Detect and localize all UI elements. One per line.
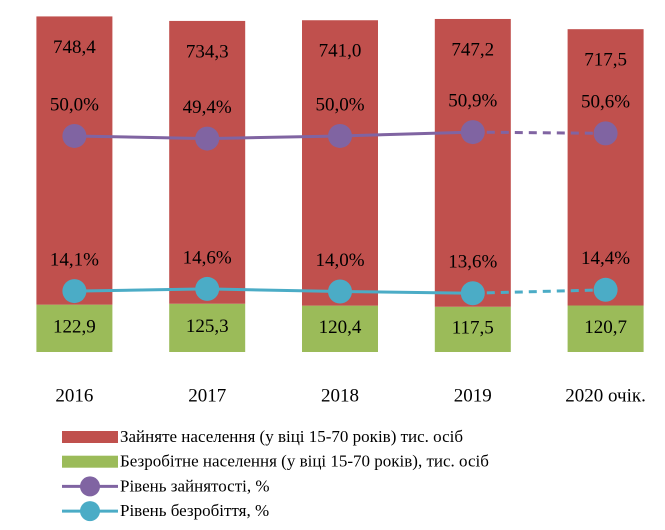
legend-label: Безробітне населення (у віці 15-70 років…	[120, 452, 489, 471]
bar-segment	[434, 306, 511, 352]
line-marker	[328, 279, 352, 304]
line-value-label: 14,4%	[581, 248, 630, 269]
line-marker	[593, 121, 618, 146]
line-value-label: 13,6%	[448, 252, 497, 273]
legend-label: Зайняте населення (у віці 15-70 років) т…	[120, 427, 463, 446]
line-marker	[62, 123, 87, 148]
bar-value-label: 734,3	[186, 41, 229, 62]
line-value-label: 49,4%	[183, 97, 232, 118]
bar-value-label: 122,9	[53, 317, 96, 338]
bar-segment	[36, 304, 113, 352]
bar-segment	[434, 18, 511, 307]
bar-segment	[567, 305, 644, 352]
bar-value-label: 741,0	[319, 41, 362, 62]
bar-value-label: 125,3	[186, 316, 229, 337]
line-value-label: 14,0%	[315, 250, 364, 271]
line-value-label: 50,6%	[581, 92, 630, 113]
x-tick-label: 2018	[321, 385, 359, 406]
legend-label: Рівень зайнятості, %	[120, 476, 270, 495]
legend-marker	[80, 501, 100, 522]
x-tick-label: 2020 очік.	[565, 385, 646, 406]
line-value-label: 14,6%	[183, 247, 232, 268]
line-series	[472, 130, 606, 135]
legend-swatch	[62, 455, 118, 468]
line-series	[74, 130, 473, 141]
x-tick-label: 2016	[55, 385, 93, 406]
legend-label: Рівень безробіття, %	[120, 501, 269, 520]
line-marker	[195, 126, 220, 151]
bar-segment	[567, 29, 644, 306]
line-series	[74, 287, 473, 295]
legend-swatch	[62, 431, 118, 443]
line-value-label: 50,9%	[448, 90, 497, 111]
line-marker	[195, 276, 220, 301]
line-marker	[593, 277, 618, 302]
line-marker	[460, 120, 485, 145]
line-value-label: 50,0%	[50, 94, 99, 115]
bar-segment	[302, 305, 378, 352]
bar-segment	[169, 303, 246, 352]
line-value-label: 14,1%	[50, 249, 99, 270]
bar-value-label: 117,5	[452, 318, 494, 339]
bar-segment	[36, 16, 113, 305]
line-value-label: 50,0%	[315, 94, 364, 115]
bar-segment	[302, 20, 378, 306]
bar-value-label: 748,4	[53, 37, 96, 58]
x-tick-label: 2019	[454, 385, 492, 406]
line-marker	[460, 281, 485, 306]
bar-value-label: 717,5	[584, 50, 627, 71]
bar-value-label: 747,2	[451, 39, 494, 60]
legend-marker	[80, 476, 100, 497]
bar-segment	[169, 20, 246, 304]
bar-value-label: 120,7	[584, 317, 627, 338]
bar-value-label: 120,4	[319, 317, 362, 338]
line-marker	[328, 123, 352, 148]
line-marker	[62, 279, 87, 304]
x-tick-label: 2017	[188, 385, 226, 406]
